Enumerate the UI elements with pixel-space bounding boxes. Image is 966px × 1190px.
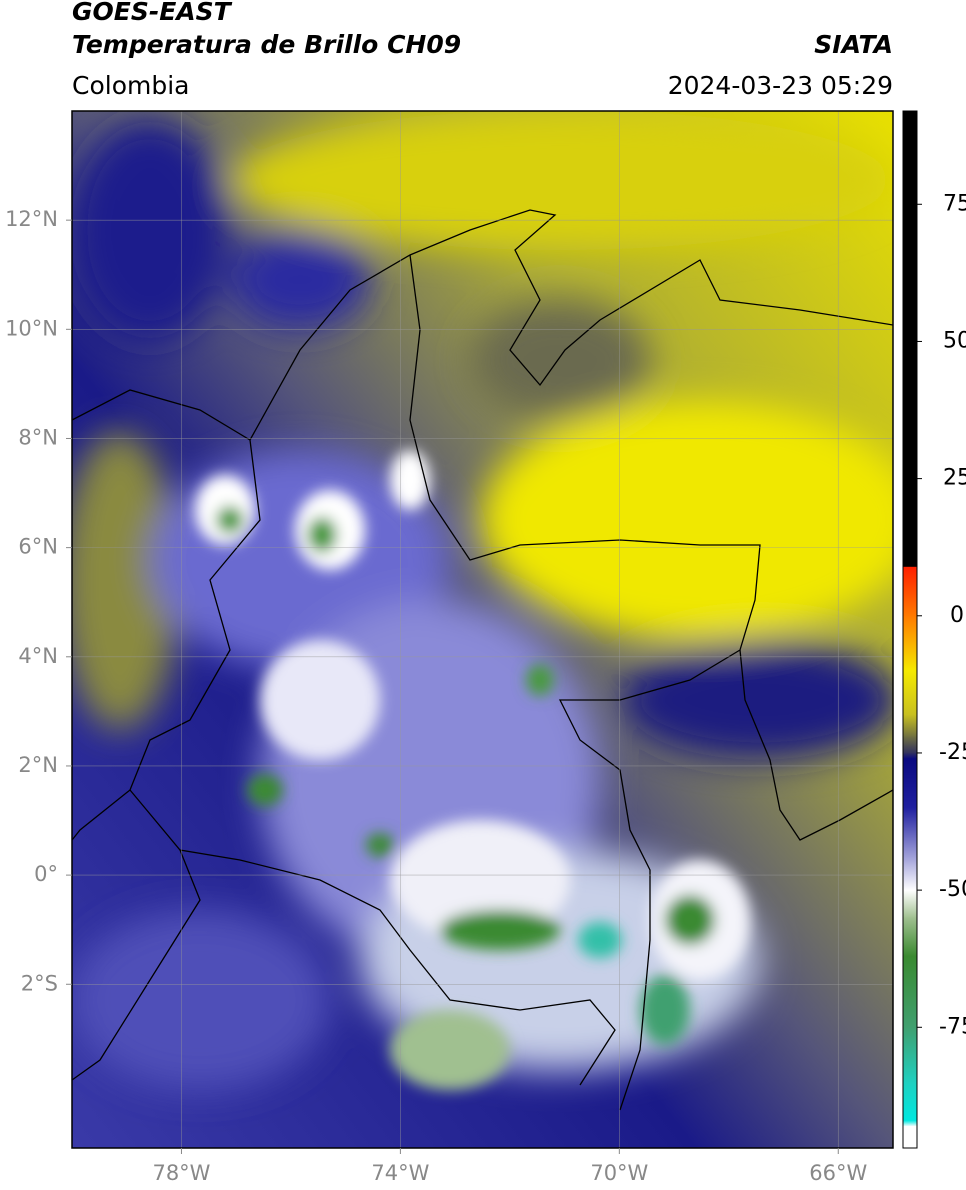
- colorbar-segment: [903, 714, 917, 737]
- y-tick-label: 8°N: [18, 425, 58, 449]
- title-line1: GOES-EAST: [72, 0, 233, 26]
- colorbar-segment: [903, 862, 917, 891]
- map-frame: [71, 110, 894, 1149]
- colorbar-segment: [903, 890, 917, 919]
- colorbar-segment: [903, 1027, 917, 1083]
- y-tick-label: 10°N: [5, 316, 58, 340]
- colorbar-tick-label: -25: [939, 740, 966, 765]
- colorbar-segment: [903, 917, 917, 957]
- colorbar-segment: [903, 736, 917, 754]
- source: SIATA: [814, 30, 893, 59]
- y-tick-label: 6°N: [18, 535, 58, 559]
- x-tick-label: 70°W: [590, 1161, 648, 1185]
- colorbar-tick-label: 50: [943, 328, 966, 353]
- colorbar-segment: [903, 807, 917, 864]
- colorbar-tick-label: -75: [939, 1014, 966, 1039]
- colorbar-tick-label: 75: [943, 191, 966, 216]
- x-tick-label: 74°W: [371, 1161, 429, 1185]
- y-tick-label: 12°N: [5, 207, 58, 231]
- y-tick-label: 4°N: [18, 644, 58, 668]
- colorbar: 75 50 25 0 -25 -50 -75: [902, 110, 966, 1149]
- colorbar-segment: [903, 111, 917, 567]
- colorbar-tick-label: -50: [939, 877, 966, 902]
- colorbar-segment: [903, 758, 917, 809]
- y-tick-label: 0°: [34, 862, 58, 886]
- satellite-image: [72, 111, 893, 1148]
- region: Colombia: [72, 71, 189, 100]
- colorbar-segment: [903, 1126, 917, 1149]
- colorbar-segment: [903, 566, 917, 617]
- timestamp: 2024-03-23 05:29: [668, 71, 893, 100]
- x-tick-label: 66°W: [809, 1161, 867, 1185]
- colorbar-segment: [903, 955, 917, 1028]
- colorbar-segment: [903, 752, 917, 759]
- graticule: [72, 111, 893, 1148]
- colorbar-frame: [902, 110, 918, 1149]
- colorbar-segment: [903, 670, 917, 716]
- title-line2: Temperatura de Brillo CH09: [72, 30, 461, 59]
- x-tick-label: 78°W: [152, 1161, 210, 1185]
- y-tick-label: 2°S: [21, 971, 58, 995]
- colorbar-tick-label: 0: [950, 603, 964, 628]
- colorbar-segment: [903, 566, 917, 568]
- colorbar-segment: [903, 1082, 917, 1122]
- y-tick-label: 2°N: [18, 753, 58, 777]
- colorbar-segment: [903, 1120, 917, 1127]
- colorbar-tick-label: 25: [943, 466, 966, 491]
- colorbar-segment: [903, 615, 917, 672]
